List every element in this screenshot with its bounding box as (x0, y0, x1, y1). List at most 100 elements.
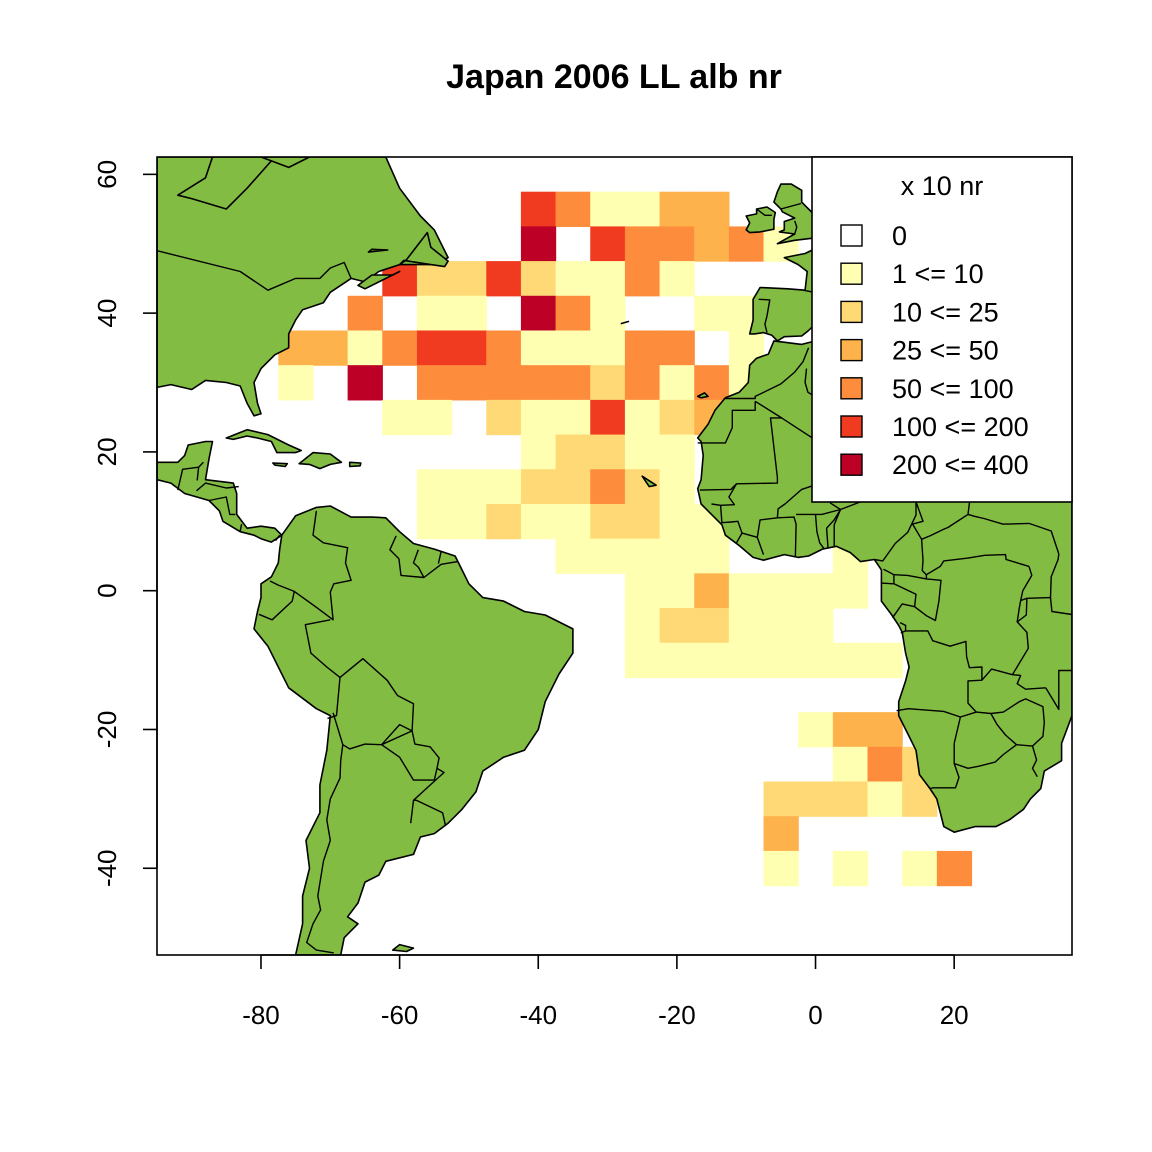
country-border (756, 516, 797, 557)
country-border (725, 347, 810, 400)
grid-cell (867, 642, 903, 679)
grid-cell (832, 850, 869, 887)
grid-cell (694, 295, 730, 332)
grid-cell (520, 295, 557, 332)
x-axis: -80 -60 -40 -20 0 20 (242, 954, 969, 1030)
country-border (758, 298, 771, 333)
country-border (794, 220, 798, 235)
x-tick-label: -60 (381, 1000, 419, 1030)
legend-label: 50 <= 100 (892, 374, 1014, 404)
grid-cell (728, 573, 765, 609)
grid-cell (520, 226, 557, 262)
grid-cell (382, 330, 418, 366)
grid-cell (624, 226, 661, 262)
grid-cell (590, 191, 626, 227)
land-polygon (298, 451, 343, 470)
grid-cell (659, 503, 695, 540)
grid-cell (486, 469, 522, 505)
grid-cell (659, 573, 695, 609)
country-border (1031, 745, 1038, 778)
grid-cell (659, 226, 695, 262)
grid-cell (659, 330, 695, 366)
land-polygon (157, 440, 283, 543)
country-border (1020, 597, 1028, 602)
x-tick-label: -80 (242, 1000, 280, 1030)
grid-cell (555, 434, 591, 470)
land-polygon (649, 129, 722, 151)
legend-box (811, 156, 1073, 503)
grid-cell (659, 399, 695, 436)
y-tick-label: 0 (92, 583, 122, 597)
country-border (437, 550, 442, 564)
y-tick-label: -40 (92, 849, 122, 887)
grid-cell (763, 850, 799, 887)
grid-cell (555, 295, 591, 332)
grid-cell (590, 226, 626, 262)
grid-cell (382, 399, 418, 436)
y-tick-label: 60 (92, 160, 122, 189)
legend-title: x 10 nr (901, 171, 984, 201)
grid-cell (624, 261, 661, 297)
grid-cell (451, 330, 487, 366)
grid-cell (555, 191, 591, 227)
grid-cell (798, 608, 834, 644)
grid-cell (832, 642, 869, 679)
country-border (990, 713, 1033, 747)
country-border (157, 250, 352, 291)
land-polygon (348, 461, 362, 468)
grid-cell (624, 469, 661, 505)
land-polygon (391, 943, 415, 953)
grid-cell (763, 642, 799, 679)
grid-cell (867, 712, 903, 748)
grid-cell (590, 503, 626, 540)
legend: x 10 nr 0 1 <= 10 10 <= 25 25 <= 50 50 <= 10… (811, 156, 1073, 503)
country-border (929, 743, 960, 790)
land-polygon (620, 320, 630, 325)
grid-cell (659, 469, 695, 505)
grid-cell (694, 608, 730, 644)
country-border (5, 365, 142, 411)
grid-cell (451, 365, 487, 401)
country-border (756, 208, 772, 217)
grid-cell (798, 781, 834, 817)
country-border (1049, 553, 1060, 598)
grid-cell (555, 365, 591, 401)
grid-cell (867, 781, 903, 817)
land-polygon (271, 462, 289, 468)
grid-cell (451, 503, 487, 540)
grid-cell (416, 330, 453, 366)
grid-cell (832, 712, 869, 748)
grid-cell (659, 191, 695, 227)
country-border (880, 568, 895, 585)
grid-cell (416, 365, 453, 401)
country-border (1045, 669, 1072, 711)
grid-cell (728, 642, 765, 679)
grid-cell (763, 816, 799, 852)
y-tick-label: 20 (92, 437, 122, 466)
country-border (177, 461, 204, 491)
x-tick-label: -20 (658, 1000, 696, 1030)
country-border (389, 535, 458, 579)
grid-cell (590, 434, 626, 470)
grid-cell (451, 469, 487, 505)
grid-cell (694, 538, 730, 574)
grid-cell (555, 469, 591, 505)
grid-cell (590, 365, 626, 401)
grid-cell (763, 573, 799, 609)
legend-label: 10 <= 25 (892, 297, 999, 327)
legend-label: 0 (892, 221, 907, 251)
grid-cell (278, 365, 314, 401)
land-polygon (398, 231, 449, 268)
grid-cell (624, 538, 661, 574)
grid-cell (624, 434, 661, 470)
country-border (896, 630, 983, 718)
legend-swatch (840, 415, 863, 438)
grid-cell (590, 330, 626, 366)
grid-cell (520, 261, 557, 297)
country-border (893, 574, 928, 580)
country-border (699, 400, 783, 491)
grid-cell (347, 365, 383, 401)
legend-swatch (840, 453, 863, 476)
land-polygon (696, 392, 709, 399)
country-border (953, 744, 1017, 769)
